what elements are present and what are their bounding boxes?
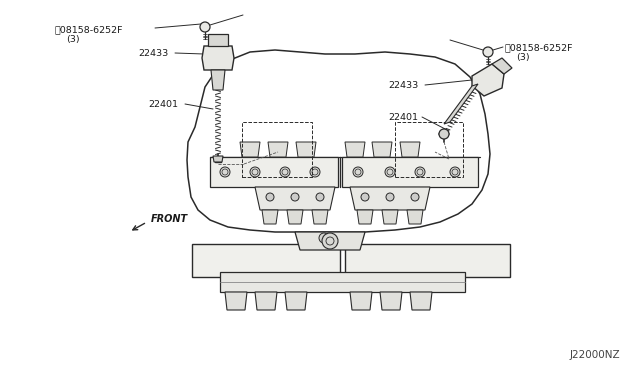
Text: ⓘ08158-6252F: ⓘ08158-6252F xyxy=(505,43,573,52)
Text: ⓘ08158-6252F: ⓘ08158-6252F xyxy=(55,25,124,34)
Polygon shape xyxy=(350,292,372,310)
Circle shape xyxy=(220,167,230,177)
Text: J22000NZ: J22000NZ xyxy=(570,350,621,360)
Polygon shape xyxy=(213,156,223,162)
Text: (3): (3) xyxy=(516,53,530,62)
Circle shape xyxy=(439,129,449,139)
Circle shape xyxy=(200,22,210,32)
Polygon shape xyxy=(208,34,228,46)
Polygon shape xyxy=(202,46,234,70)
Polygon shape xyxy=(255,187,335,210)
Circle shape xyxy=(353,167,363,177)
Circle shape xyxy=(266,193,274,201)
Polygon shape xyxy=(255,292,277,310)
Polygon shape xyxy=(342,157,478,187)
Polygon shape xyxy=(407,210,423,224)
Polygon shape xyxy=(287,210,303,224)
Polygon shape xyxy=(312,210,328,224)
Polygon shape xyxy=(472,64,504,96)
Polygon shape xyxy=(268,142,288,157)
Circle shape xyxy=(411,193,419,201)
Circle shape xyxy=(483,47,493,57)
Polygon shape xyxy=(345,142,365,157)
Circle shape xyxy=(385,167,395,177)
Circle shape xyxy=(310,167,320,177)
Polygon shape xyxy=(296,142,316,157)
Circle shape xyxy=(250,167,260,177)
Circle shape xyxy=(450,167,460,177)
Polygon shape xyxy=(492,58,512,74)
Bar xyxy=(395,122,463,177)
Circle shape xyxy=(386,193,394,201)
Polygon shape xyxy=(225,292,247,310)
Polygon shape xyxy=(380,292,402,310)
Polygon shape xyxy=(345,244,510,277)
Polygon shape xyxy=(262,210,278,224)
Circle shape xyxy=(280,167,290,177)
Text: 22433: 22433 xyxy=(388,81,419,90)
Circle shape xyxy=(291,193,299,201)
Circle shape xyxy=(361,193,369,201)
Polygon shape xyxy=(285,292,307,310)
Circle shape xyxy=(415,167,425,177)
Polygon shape xyxy=(211,70,225,90)
Text: 22433: 22433 xyxy=(138,49,168,58)
Polygon shape xyxy=(220,272,465,292)
Text: 22401: 22401 xyxy=(388,113,418,122)
Polygon shape xyxy=(400,142,420,157)
Circle shape xyxy=(319,233,329,243)
Polygon shape xyxy=(372,142,392,157)
Polygon shape xyxy=(192,244,340,277)
Circle shape xyxy=(316,193,324,201)
Text: FRONT: FRONT xyxy=(151,214,188,224)
Polygon shape xyxy=(410,292,432,310)
Text: 22401: 22401 xyxy=(148,100,178,109)
Polygon shape xyxy=(240,142,260,157)
Polygon shape xyxy=(318,232,330,244)
Polygon shape xyxy=(444,84,478,124)
Polygon shape xyxy=(295,232,365,250)
Polygon shape xyxy=(210,157,338,187)
Polygon shape xyxy=(382,210,398,224)
Polygon shape xyxy=(357,210,373,224)
Circle shape xyxy=(322,233,338,249)
Bar xyxy=(242,122,312,177)
Text: (3): (3) xyxy=(66,35,79,44)
Polygon shape xyxy=(350,187,430,210)
